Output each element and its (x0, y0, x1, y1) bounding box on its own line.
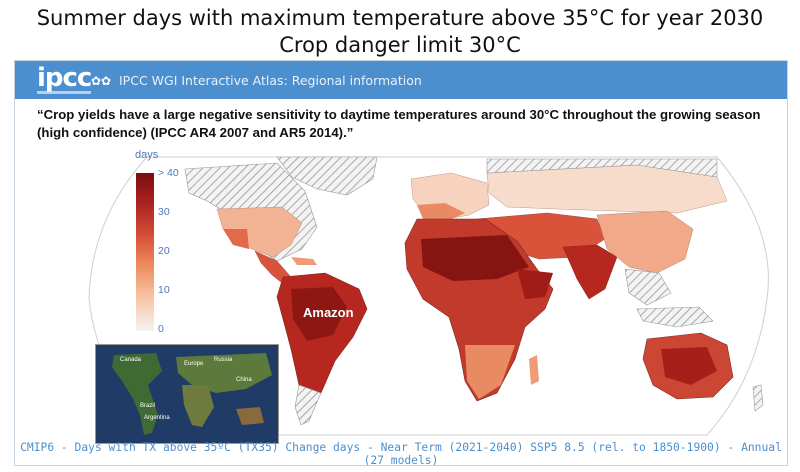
thumb-americas (112, 353, 162, 435)
thumb-africa (182, 385, 214, 427)
thumb-label: China (236, 377, 252, 383)
slide-title-line-1: Summer days with maximum temperature abo… (36, 6, 764, 30)
east-asia (596, 210, 694, 274)
legend-tick: 20 (158, 245, 170, 257)
logo-underline (37, 91, 91, 94)
caribbean (291, 257, 317, 265)
thumb-label: Europe (184, 361, 204, 367)
legend-unit: days (135, 149, 159, 161)
amazon-core (291, 287, 347, 341)
thumb-label: Russia (214, 357, 233, 363)
southeast-asia (624, 268, 672, 306)
madagascar (529, 355, 539, 385)
arctic-asia (486, 158, 718, 178)
south-america-south (294, 384, 322, 426)
slide-title-line-2: Crop danger limit 30°C (279, 33, 521, 57)
southern-africa (465, 345, 515, 399)
thumb-label: Argentina (144, 415, 170, 421)
thumb-eurasia (176, 353, 272, 393)
thumb-label: Brazil (140, 403, 155, 409)
australia-core (661, 347, 717, 385)
legend-tick: 10 (158, 284, 170, 296)
thumb-australia (236, 407, 264, 425)
atlas-screenshot: ipcc ✿✿ IPCC WGI Interactive Atlas: Regi… (14, 60, 788, 467)
indonesia (636, 306, 714, 328)
greenland (276, 156, 378, 196)
atlas-title: IPCC WGI Interactive Atlas: Regional inf… (119, 73, 422, 88)
un-emblem-icon: ✿✿ (91, 74, 112, 88)
usa-southwest (223, 229, 249, 249)
sahara-core (421, 235, 529, 281)
ipcc-logo: ipcc (37, 63, 92, 93)
atlas-header: ipcc ✿✿ IPCC WGI Interactive Atlas: Regi… (15, 61, 787, 99)
inset-satellite-map: Canada Europe Russia China Brazil Argent… (95, 344, 279, 444)
legend-tick: 30 (158, 206, 170, 218)
legend-color-bar (136, 173, 154, 331)
legend-tick: > 40 (158, 167, 179, 179)
thumb-label: Canada (120, 357, 142, 363)
europe-south (417, 203, 465, 221)
horn-africa (517, 269, 553, 299)
legend-tick: 0 (158, 323, 164, 335)
map-caption: CMIP6 - Days with TX above 35ºC (TX35) C… (20, 441, 782, 467)
ipcc-quote: “Crop yields have a large negative sensi… (37, 107, 761, 140)
south-asia (562, 244, 618, 300)
new-zealand (752, 384, 764, 412)
amazon-label: Amazon (303, 305, 354, 320)
